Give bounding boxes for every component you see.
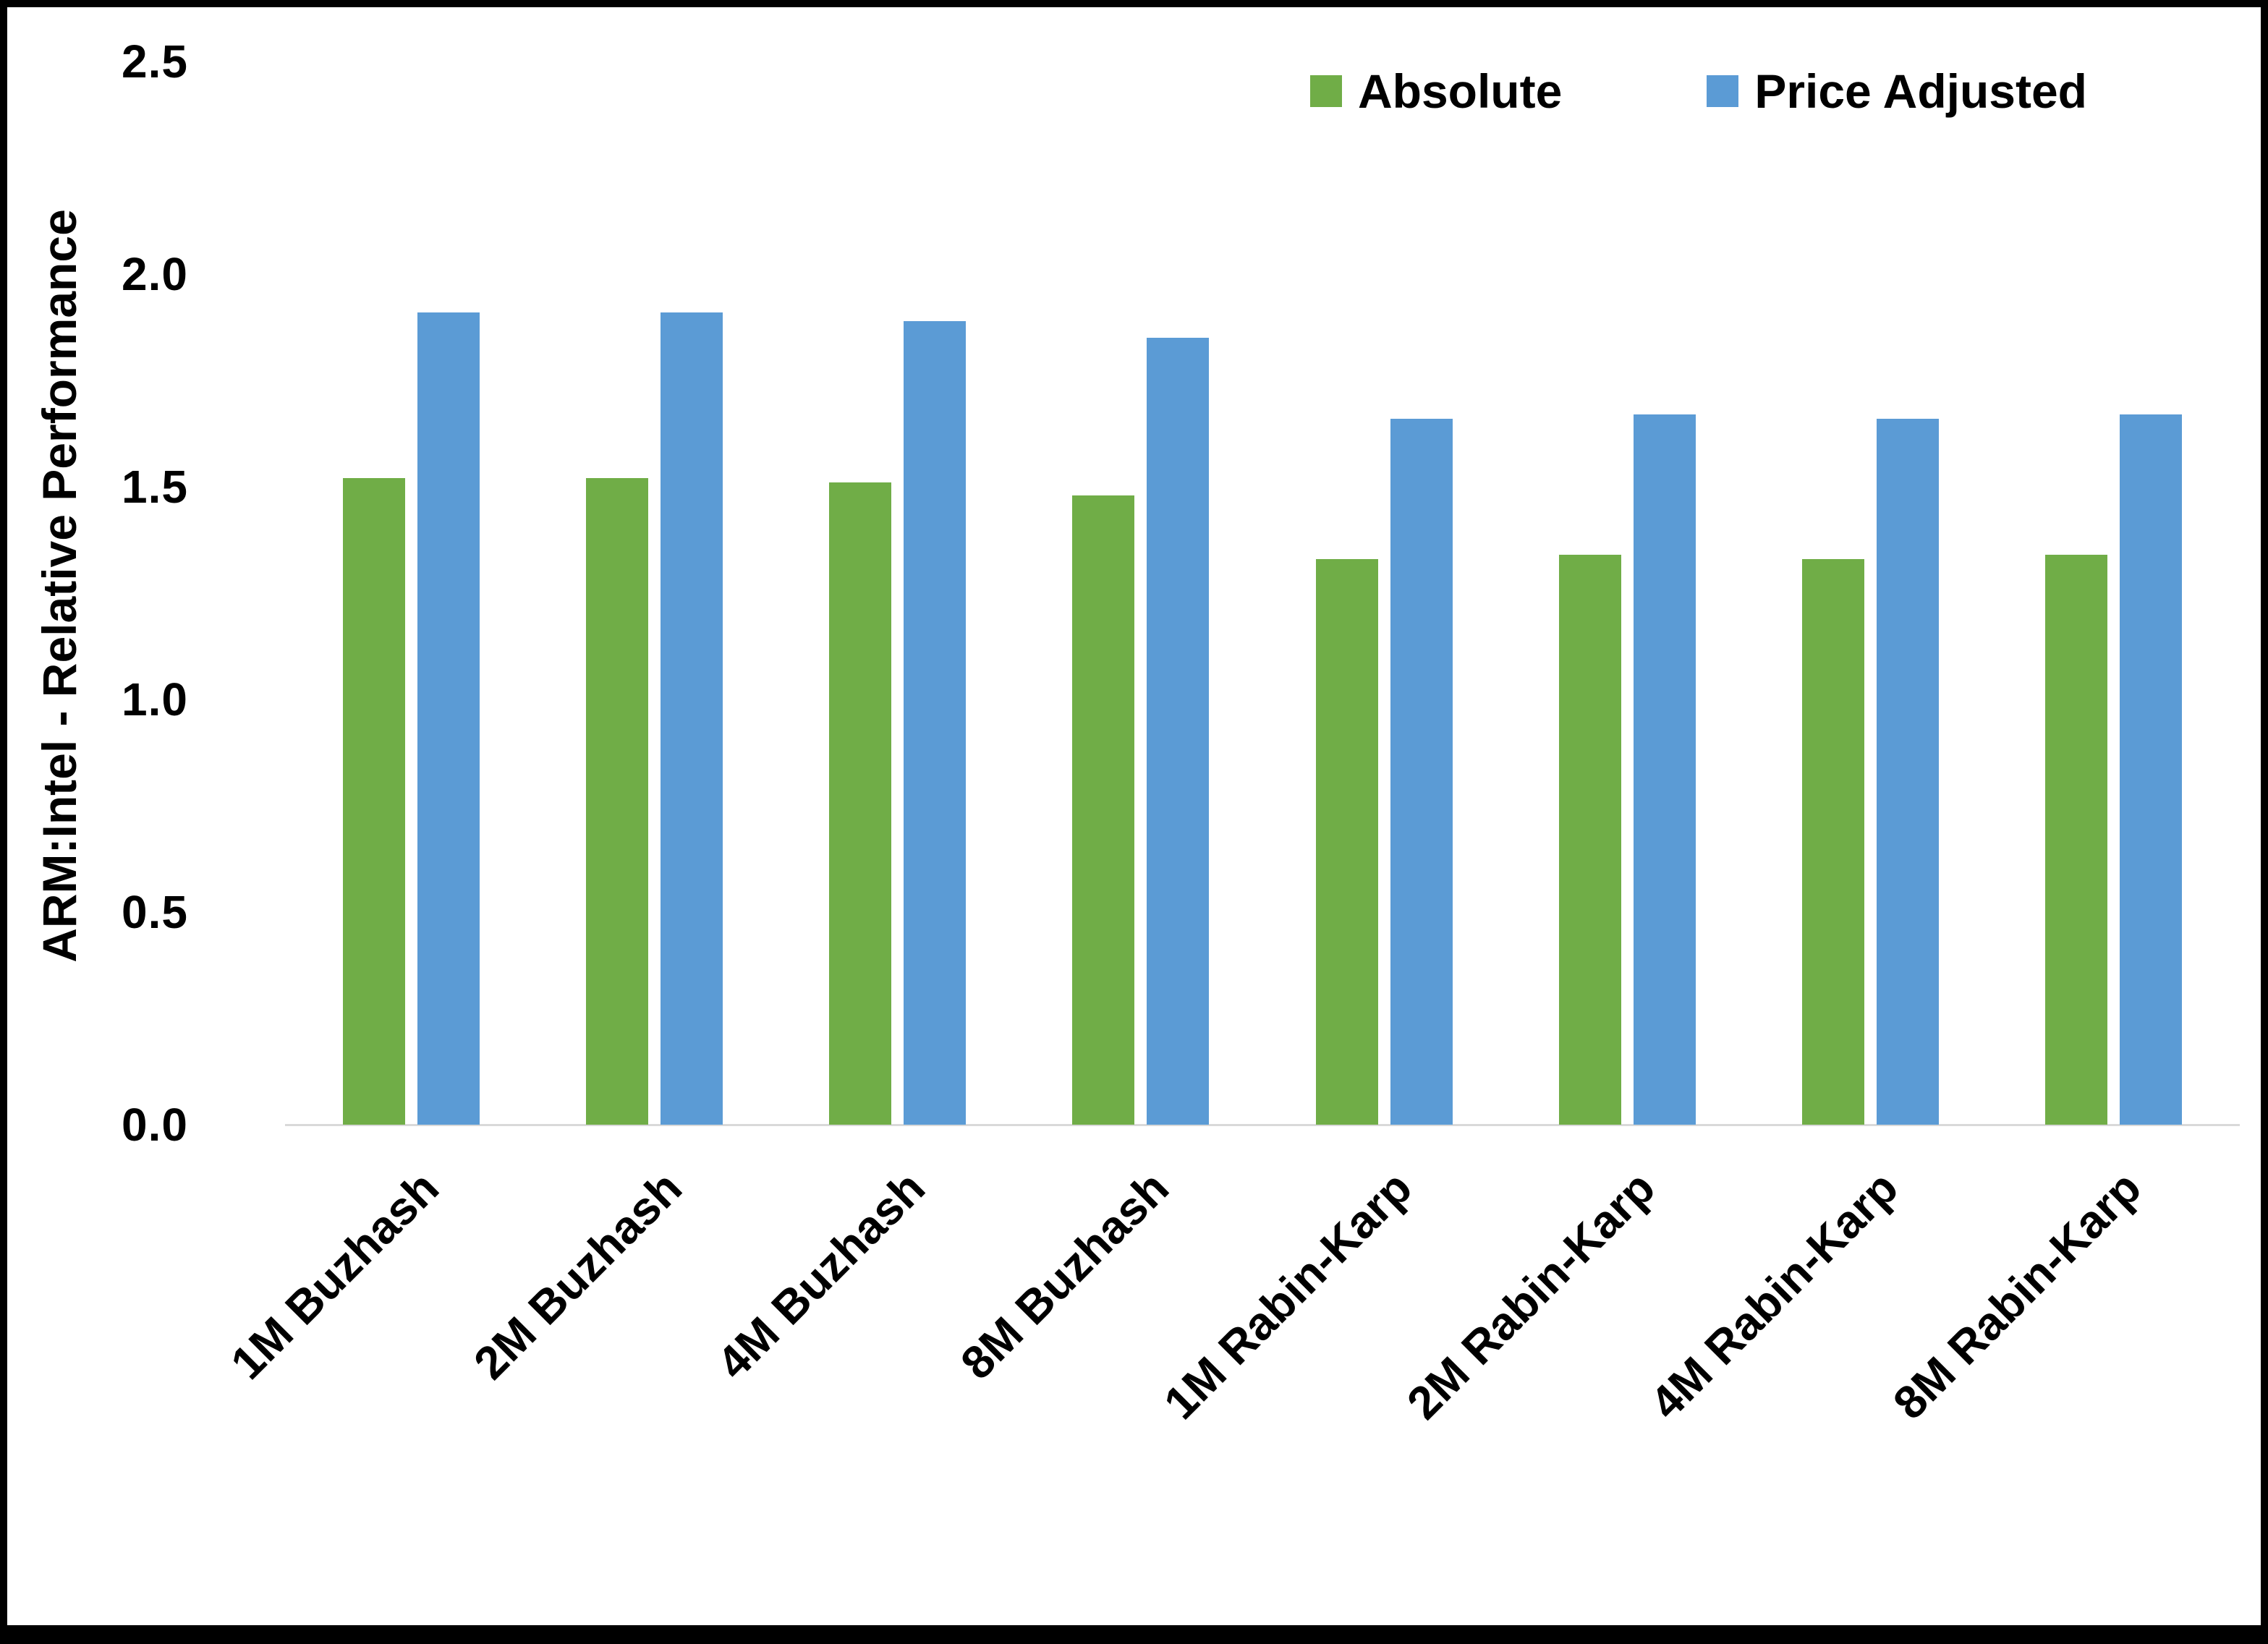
bar-absolute-1m-rabin-karp [1315,558,1378,1125]
x-tick-label-8m-buzhash: 8M Buzhash [950,1161,1178,1389]
bar-absolute-2m-buzhash [585,478,648,1125]
x-tick-label-8m-rabin-karp: 8M Rabin-Karp [1883,1161,2152,1429]
bar-absolute-8m-rabin-karp [2045,555,2108,1125]
y-tick-label: 2.5 [122,35,188,88]
bar-price-adjusted-4m-buzhash [904,320,967,1125]
bar-absolute-1m-buzhash [342,478,405,1125]
bar-price-adjusted-1m-buzhash [417,312,480,1125]
legend-marker-icon [1707,75,1739,107]
x-axis-line [285,1124,2240,1126]
y-tick-label: 0.5 [122,886,188,938]
bar-price-adjusted-8m-buzhash [1147,338,1210,1125]
bar-price-adjusted-2m-rabin-karp [1633,414,1696,1125]
bar-absolute-8m-buzhash [1072,495,1135,1125]
legend-item-absolute: Absolute [1309,64,1563,119]
x-axis-tick-labels: 1M Buzhash 2M Buzhash 4M Buzhash 8M Buzhash… [7,7,2261,1625]
x-tick-label-2m-rabin-karp: 2M Rabin-Karp [1396,1161,1665,1429]
y-tick-label: 2.0 [122,248,188,300]
y-tick-label: 0.0 [122,1099,188,1151]
x-tick-label-2m-buzhash: 2M Buzhash [464,1161,692,1389]
x-tick-label-1m-rabin-karp: 1M Rabin-Karp [1153,1161,1422,1429]
x-tick-label-4m-buzhash: 4M Buzhash [707,1161,935,1389]
bar-price-adjusted-2m-buzhash [660,312,723,1125]
bar-price-adjusted-4m-rabin-karp [1877,418,1940,1125]
legend-marker-icon [1309,75,1342,107]
y-axis-tick-labels: 0.0 0.5 1.0 1.5 2.0 2.5 [7,7,246,1625]
bar-absolute-4m-buzhash [829,482,892,1125]
y-tick-label: 1.0 [122,673,188,725]
plot-area [285,61,2240,1126]
x-tick-label-4m-rabin-karp: 4M Rabin-Karp [1640,1161,1908,1429]
bar-price-adjusted-1m-rabin-karp [1390,418,1453,1125]
x-tick-label-1m-buzhash: 1M Buzhash [220,1161,449,1389]
bar-price-adjusted-8m-rabin-karp [2120,414,2183,1125]
bar-absolute-2m-rabin-karp [1558,555,1621,1125]
y-tick-label: 1.5 [122,461,188,513]
legend: Absolute Price Adjusted [1309,64,2087,119]
legend-label: Absolute [1357,64,1563,118]
bar-absolute-4m-rabin-karp [1802,558,1865,1125]
legend-item-price-adjusted: Price Adjusted [1707,64,2087,119]
legend-label: Price Adjusted [1754,64,2087,118]
